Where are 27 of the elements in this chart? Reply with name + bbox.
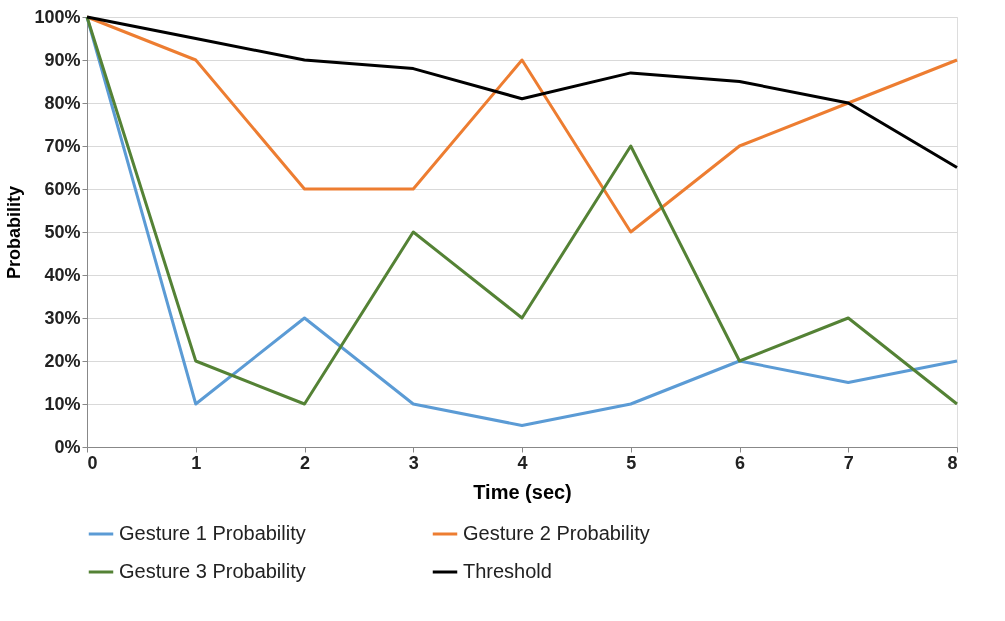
x-tick-label: 3: [408, 452, 419, 473]
x-tick-label: 2: [299, 452, 311, 473]
y-tick-label: 40%: [44, 264, 81, 285]
y-tick-label: 0%: [54, 436, 81, 457]
x-tick-label: 0: [87, 452, 98, 473]
x-tick-label: 6: [734, 452, 746, 473]
legend-label: Gesture 3 Probability: [119, 560, 306, 582]
legend-label: Gesture 1 Probability: [119, 522, 306, 544]
x-tick-label: 1: [191, 452, 202, 473]
y-tick-label: 100%: [34, 6, 81, 27]
x-tick-label: 4: [517, 452, 528, 473]
y-axis-title: Probability: [4, 185, 25, 280]
y-tick-label: 60%: [44, 178, 81, 199]
x-tick-label: 5: [626, 452, 637, 473]
y-tick-label: 70%: [44, 135, 81, 156]
y-tick-label: 20%: [44, 350, 81, 371]
y-tick-label: 10%: [44, 393, 81, 414]
y-tick-label: 90%: [44, 49, 81, 70]
legend-label: Gesture 2 Probability: [463, 522, 650, 544]
y-tick-label: 30%: [44, 307, 81, 328]
line-series: [85, 15, 959, 169]
x-axis-title: Time (sec): [473, 480, 572, 503]
legend-label: Threshold: [463, 560, 552, 582]
y-tick-label: 80%: [44, 92, 81, 113]
y-tick-label: 50%: [44, 221, 81, 242]
x-tick-label: 7: [843, 452, 854, 473]
x-tick-label: 8: [947, 452, 958, 473]
